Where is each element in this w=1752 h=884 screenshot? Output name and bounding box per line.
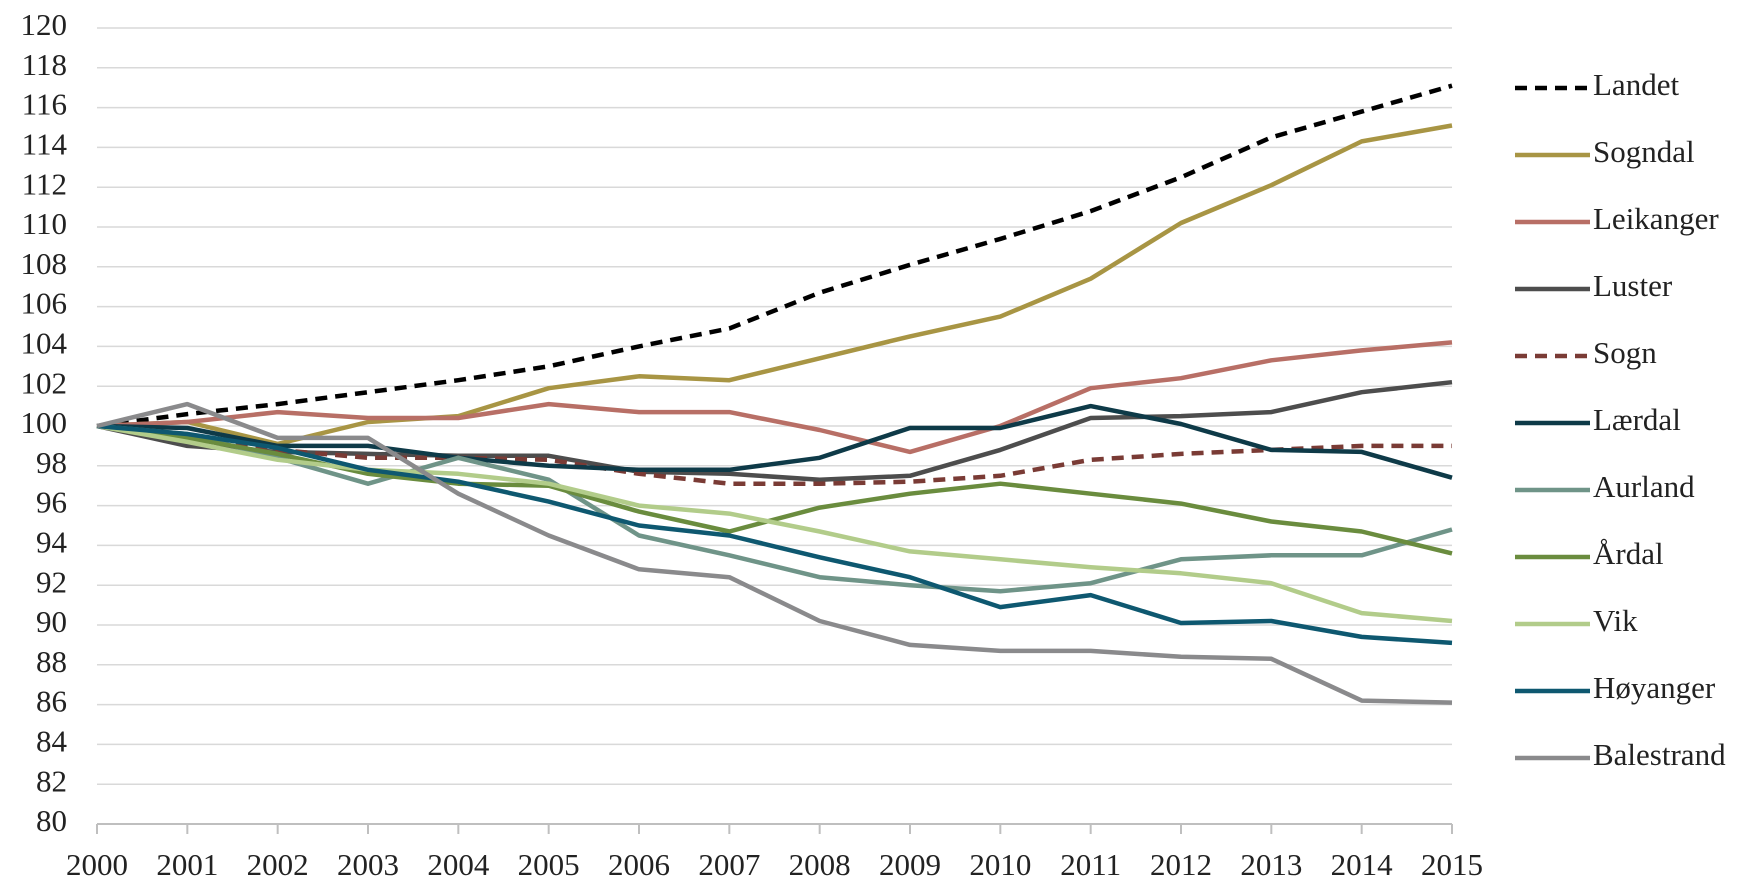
legend-label: Landet [1593,67,1679,102]
y-tick-label: 106 [21,286,68,321]
x-tick-label: 2014 [1331,847,1394,882]
series-line [96,423,1452,486]
x-tick-label: 2000 [66,847,128,882]
x-tick-label: 2002 [247,847,309,882]
series-line [96,423,1453,624]
series-line [96,423,1453,646]
legend-label: Sogn [1593,335,1657,370]
y-tick-label: 118 [22,47,67,82]
y-tick-label: 114 [22,127,68,162]
y-tick-label: 88 [36,644,67,679]
y-tick-label: 112 [22,166,67,201]
series-line [96,83,1453,429]
legend-label: Sogndal [1593,134,1695,169]
legend-label: Årdal [1593,536,1664,571]
y-tick-label: 108 [21,246,68,281]
y-tick-label: 100 [21,405,68,440]
y-tick-label: 80 [36,803,67,838]
x-tick-label: 2015 [1421,847,1483,882]
y-tick-label: 98 [36,445,67,480]
y-tick-label: 94 [36,525,68,560]
x-tick-label: 2005 [518,847,580,882]
x-tick-label: 2011 [1060,847,1121,882]
x-tick-label: 2003 [337,847,399,882]
x-tick-label: 2012 [1150,847,1212,882]
series-line [96,123,1453,447]
legend-label: Leikanger [1593,201,1719,236]
series-line [96,403,1453,480]
y-tick-label: 96 [36,485,67,520]
legend-label: Vik [1593,603,1638,638]
legend-label: Aurland [1593,469,1695,504]
y-tick-label: 82 [36,763,67,798]
y-tick-label: 120 [21,7,68,42]
series-line [96,340,1453,455]
x-tick-label: 2010 [969,847,1031,882]
x-tick-label: 2006 [608,847,670,882]
x-tick-label: 2013 [1240,847,1302,882]
x-tick-label: 2007 [698,847,760,882]
x-tick-label: 2009 [879,847,941,882]
y-tick-label: 90 [36,604,67,639]
x-tick-label: 2004 [427,847,490,882]
y-tick-label: 116 [22,87,67,122]
y-tick-label: 86 [36,684,67,719]
legend-label: Lærdal [1593,402,1681,437]
y-tick-label: 84 [36,724,68,759]
legend-label: Luster [1593,268,1673,303]
series-line [96,423,1453,594]
y-tick-label: 102 [21,365,68,400]
y-tick-label: 110 [22,206,67,241]
x-tick-label: 2008 [789,847,851,882]
series-line [96,401,1453,705]
legend-label: Høyanger [1593,670,1716,705]
x-tick-label: 2001 [156,847,218,882]
legend-label: Balestrand [1593,737,1726,772]
y-tick-label: 92 [36,564,67,599]
y-tick-label: 104 [21,326,68,361]
